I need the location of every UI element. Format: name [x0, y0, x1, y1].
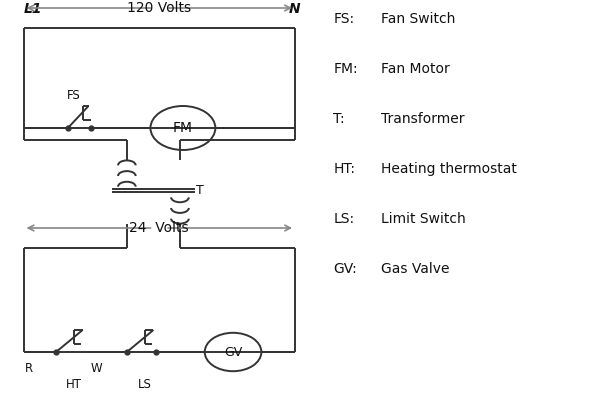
Text: L1: L1	[24, 2, 42, 16]
Text: Gas Valve: Gas Valve	[381, 262, 449, 276]
Text: Fan Motor: Fan Motor	[381, 62, 450, 76]
Text: FM: FM	[173, 121, 193, 135]
Text: T:: T:	[333, 112, 345, 126]
Text: T: T	[196, 184, 204, 196]
Text: LS: LS	[137, 378, 152, 391]
Text: FS: FS	[67, 89, 81, 102]
Text: R: R	[25, 362, 34, 375]
Text: FS:: FS:	[333, 12, 355, 26]
Text: HT: HT	[65, 378, 82, 391]
Text: GV: GV	[224, 346, 242, 358]
Text: Limit Switch: Limit Switch	[381, 212, 466, 226]
Text: Fan Switch: Fan Switch	[381, 12, 455, 26]
Text: 120 Volts: 120 Volts	[127, 1, 191, 15]
Text: LS:: LS:	[333, 212, 355, 226]
Text: FM:: FM:	[333, 62, 358, 76]
Text: Heating thermostat: Heating thermostat	[381, 162, 516, 176]
Text: 24  Volts: 24 Volts	[129, 221, 189, 235]
Text: N: N	[289, 2, 301, 16]
Text: HT:: HT:	[333, 162, 355, 176]
Text: W: W	[90, 362, 102, 375]
Text: GV:: GV:	[333, 262, 357, 276]
Text: Transformer: Transformer	[381, 112, 464, 126]
